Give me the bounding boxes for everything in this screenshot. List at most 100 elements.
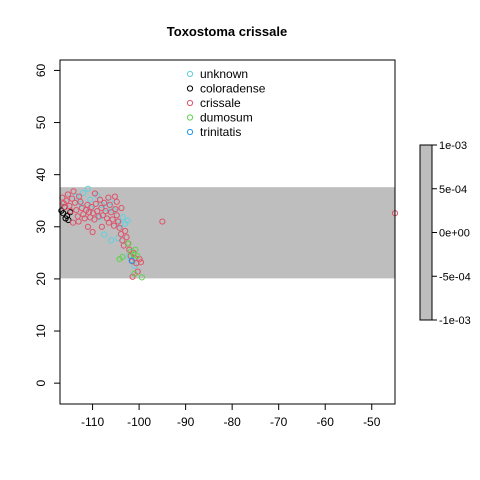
colorbar-tick-label: 5e-04 [439,184,467,196]
point-dumosum [138,274,145,281]
x-tick-label: -70 [270,415,288,429]
point-crissale [89,228,96,236]
point-coloradense [65,216,72,224]
point-crissale [92,200,99,207]
point-unknown [87,196,94,203]
point-crissale [113,198,120,205]
y-tick-label: 20 [34,272,48,286]
y-tick-label: 50 [34,116,48,130]
series-dumosum [116,240,145,281]
y-axis: 0 10 20 30 40 50 60 [34,63,60,386]
point-crissale [91,216,98,223]
point-crissale [63,197,70,204]
point-dumosum [131,270,138,277]
point-crissale [159,218,166,225]
point-crissale [95,213,102,220]
y-tick-label: 40 [34,168,48,182]
x-tick-label: -80 [223,415,241,429]
x-tick-label: -50 [363,415,381,429]
point-crissale [81,215,88,222]
data-points [58,185,399,281]
point-crissale [137,259,145,266]
point-crissale [98,204,105,212]
point-dumosum [134,252,141,260]
legend-label: dumosum [200,111,253,125]
x-tick-label: -60 [317,415,335,429]
point-crissale [73,207,80,214]
legend-label: trinitatis [200,125,241,139]
plot-area [58,59,399,405]
point-crissale [113,212,120,219]
point-crissale [105,219,112,226]
point-unknown [84,185,92,192]
point-crissale [118,204,125,212]
colorbar-tick-label: -1e-03 [439,315,471,327]
point-crissale [101,199,108,206]
legend-item-unknown: unknown [186,67,248,81]
range-band [60,187,395,279]
plot-frame [59,59,396,405]
legend-marker [186,70,194,78]
point-crissale [77,198,84,205]
y-tick-label: 0 [34,379,48,386]
point-crissale [111,193,119,200]
point-crissale [116,224,123,231]
y-tick-label: 60 [34,63,48,77]
point-crissale [112,205,119,213]
point-crissale [122,227,129,235]
y-tick-label: 30 [34,220,48,234]
point-crissale [102,208,109,215]
series-crissale [59,188,399,280]
x-axis: -110 -100 -90 -80 -70 -60 -50 [81,404,381,429]
point-crissale [129,273,136,280]
legend-label: unknown [200,67,248,81]
point-crissale [75,218,82,225]
point-crissale [91,190,98,197]
point-dumosum [130,251,137,259]
point-crissale [106,201,113,208]
point-dumosum [132,246,139,253]
legend-marker [186,128,194,136]
point-crissale [68,195,76,202]
point-crissale [98,223,105,230]
point-crissale [88,203,95,211]
point-crissale [99,212,106,219]
legend-marker [186,85,194,92]
point-crissale [96,196,104,203]
point-unknown [108,237,115,244]
point-dumosum [125,240,132,247]
point-crissale [62,203,69,211]
legend-item-dumosum: dumosum [186,111,253,125]
colorbar-tick-label: 1e-03 [439,140,467,152]
point-trinitatis [128,257,135,264]
point-unknown [119,214,126,221]
point-unknown [124,217,131,224]
legend-item-crissale: crissale [186,96,241,110]
legend: unknowncoloradensecrissaledumosumtrinita… [186,67,266,139]
x-tick-label: -90 [177,415,195,429]
point-crissale [80,211,87,218]
chart-title: Toxostoma crissale [167,24,287,39]
point-dumosum [119,253,126,261]
colorbar: 1e-03 5e-04 0e+00 -5e-04 -1e-03 [419,140,471,327]
legend-marker [186,99,194,107]
point-crissale [84,223,92,230]
y-tick-label: 10 [34,324,48,338]
point-coloradense [63,212,71,219]
legend-label: crissale [200,96,241,110]
x-tick-label: -100 [127,415,151,429]
colorbar-tick-label: 0e+00 [439,228,470,240]
legend-label: coloradense [200,82,266,96]
point-crissale [115,218,122,225]
point-crissale [71,199,78,206]
colorbar-tick-label: -5e-04 [439,271,471,283]
legend-item-coloradense: coloradense [186,82,266,96]
point-crissale [123,234,130,241]
x-tick-label: -110 [81,415,104,429]
point-crissale [64,191,72,198]
point-crissale [108,209,115,216]
legend-item-trinitatis: trinitatis [186,125,241,139]
point-crissale [105,194,112,201]
point-crissale [109,216,116,223]
